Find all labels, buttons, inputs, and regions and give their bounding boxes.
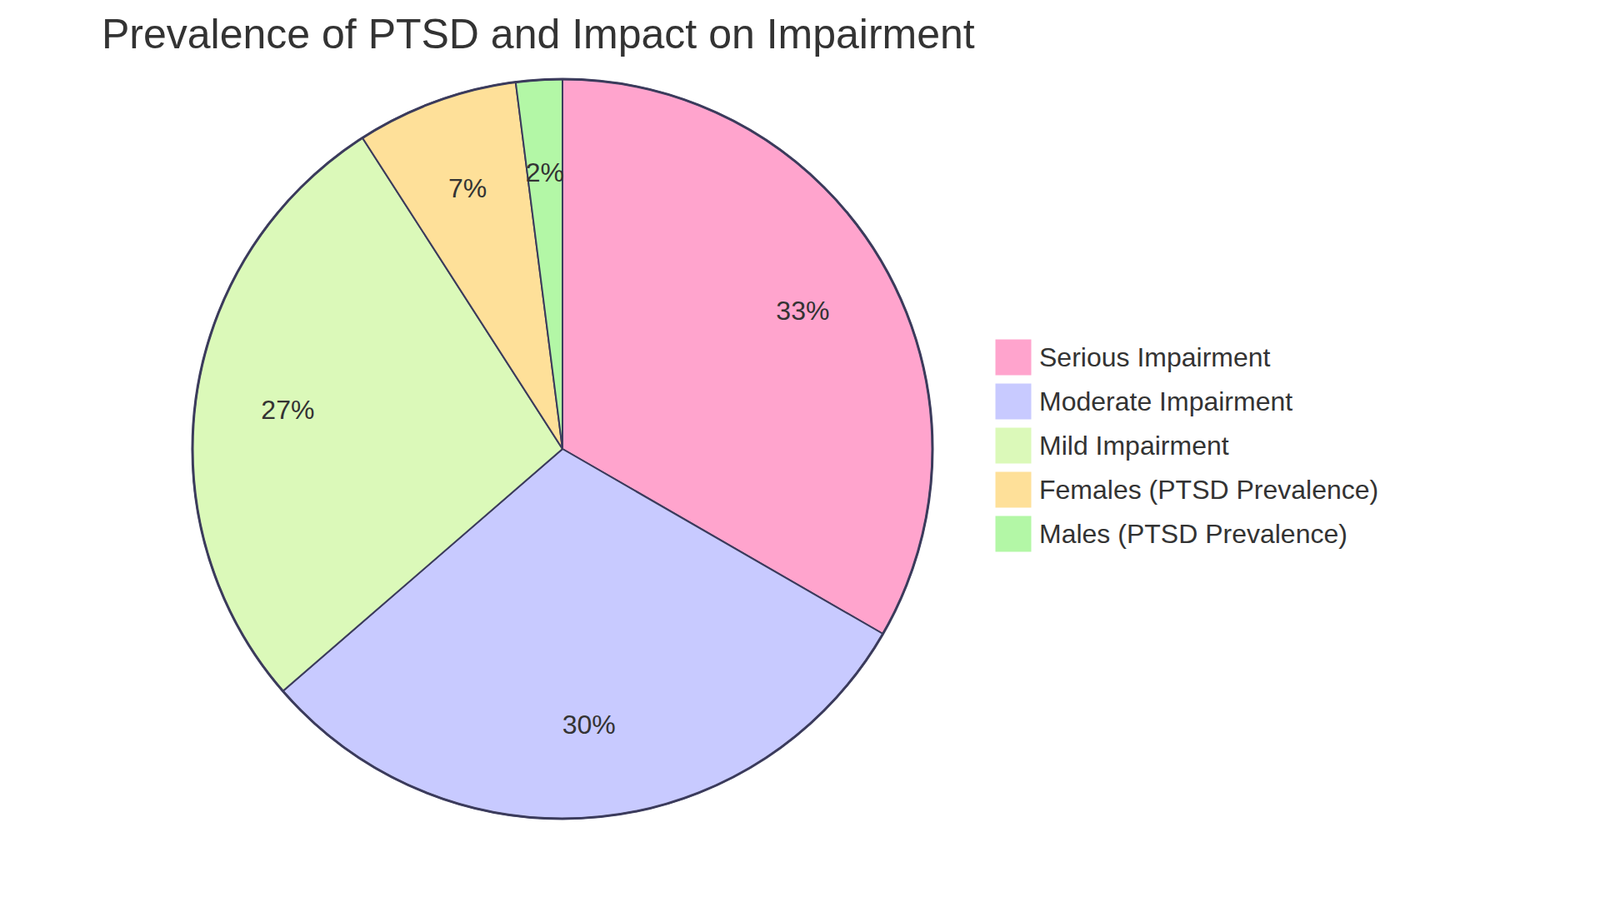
legend-label: Serious Impairment: [1039, 342, 1271, 373]
legend-label: Moderate Impairment: [1039, 386, 1293, 417]
legend-swatch: [995, 339, 1032, 376]
chart-title: Prevalence of PTSD and Impact on Impairm…: [101, 10, 975, 58]
legend-label: Males (PTSD Prevalence): [1039, 519, 1348, 550]
legend-swatch: [995, 383, 1032, 420]
pie-slice: [515, 79, 563, 450]
legend-label: Females (PTSD Prevalence): [1039, 475, 1379, 505]
legend-swatch: [995, 515, 1032, 553]
data-label: 2%: [525, 157, 565, 188]
data-label: 27%: [260, 395, 315, 425]
legend-swatch: [995, 471, 1032, 509]
pie-outline: [192, 79, 933, 820]
data-label: 30%: [562, 710, 616, 740]
legend-label: Mild Impairment: [1039, 430, 1230, 461]
data-label: 7%: [448, 173, 487, 204]
data-label: 33%: [775, 295, 830, 326]
legend: Serious Impairment Moderate Impairment Mil…: [995, 339, 1379, 553]
chart-container: Prevalence of PTSD and Impact on Impairm…: [0, 0, 1600, 902]
chart-svg: Prevalence of PTSD and Impact on Impairm…: [0, 0, 1600, 902]
legend-swatch: [995, 427, 1032, 465]
pie-slices: [192, 79, 933, 820]
